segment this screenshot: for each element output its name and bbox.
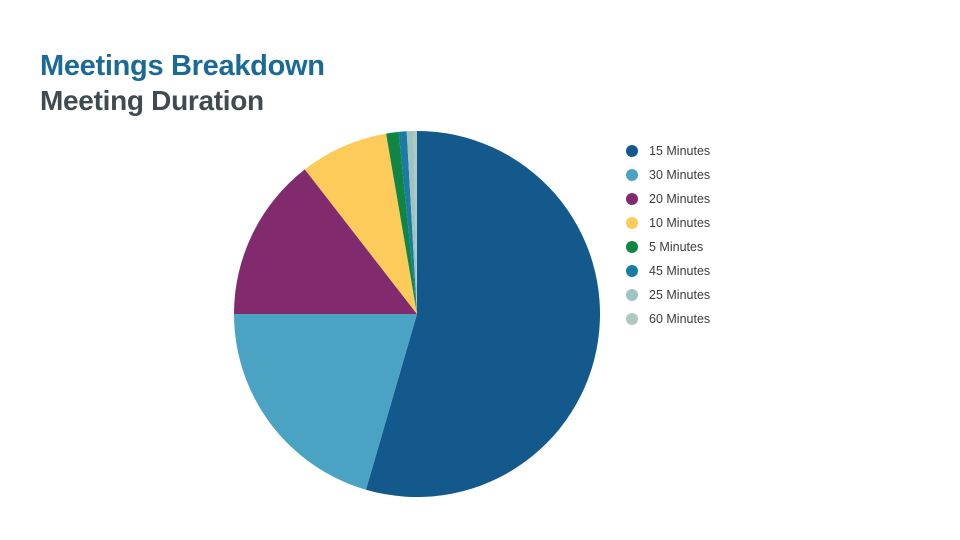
legend-swatch-icon (626, 217, 638, 229)
legend-item-label: 20 Minutes (649, 192, 711, 206)
legend-item[interactable]: 60 Minutes (626, 307, 776, 331)
chart-legend: 15 Minutes 30 Minutes 20 Minutes 10 Minutes… (626, 139, 776, 331)
legend-swatch-icon (626, 241, 638, 253)
legend-item[interactable]: 5 Minutes (626, 235, 776, 259)
pie-slice[interactable] (413, 131, 417, 314)
legend-item-label: 15 Minutes (649, 144, 711, 158)
page-title: Meetings Breakdown (40, 50, 325, 82)
legend-item[interactable]: 20 Minutes (626, 187, 776, 211)
legend-item-label: 30 Minutes (649, 168, 711, 182)
legend-item-label: 60 Minutes (649, 312, 711, 326)
legend-swatch-icon (626, 313, 638, 325)
pie-chart-svg (234, 131, 600, 497)
legend-swatch-icon (626, 265, 638, 277)
legend-swatch-icon (626, 193, 638, 205)
title-block: Meetings Breakdown Meeting Duration (40, 52, 325, 115)
pie-slice-group (234, 131, 600, 497)
pie-slice[interactable] (234, 169, 417, 314)
legend-item[interactable]: 10 Minutes (626, 211, 776, 235)
legend-swatch-icon (626, 289, 638, 301)
legend-item[interactable]: 45 Minutes (626, 259, 776, 283)
legend-item[interactable]: 15 Minutes (626, 139, 776, 163)
legend-item[interactable]: 30 Minutes (626, 163, 776, 187)
pie-slice[interactable] (406, 131, 417, 314)
legend-swatch-icon (626, 145, 638, 157)
legend-item-label: 45 Minutes (649, 264, 711, 278)
legend-item-label: 25 Minutes (649, 288, 711, 302)
pie-slice[interactable] (304, 133, 417, 314)
pie-slice[interactable] (365, 131, 600, 497)
pie-slice[interactable] (398, 131, 417, 314)
legend-item[interactable]: 25 Minutes (626, 283, 776, 307)
legend-item-label: 10 Minutes (649, 216, 711, 230)
pie-slice[interactable] (234, 314, 417, 490)
pie-chart (234, 131, 600, 497)
legend-item-label: 5 Minutes (649, 240, 704, 254)
legend-swatch-icon (626, 169, 638, 181)
pie-slice[interactable] (386, 131, 417, 314)
chart-subtitle: Meeting Duration (40, 85, 264, 116)
